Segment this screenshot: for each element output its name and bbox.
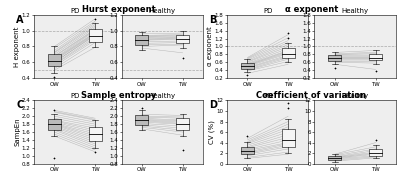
- Text: D: D: [209, 100, 217, 110]
- Y-axis label: SampEn: SampEn: [14, 118, 20, 146]
- Title: Healthy: Healthy: [342, 8, 369, 14]
- Bar: [89, 29, 102, 42]
- Bar: [135, 116, 148, 125]
- Bar: [89, 127, 102, 141]
- Title: Healthy: Healthy: [149, 8, 176, 14]
- Title: Healthy: Healthy: [342, 93, 369, 99]
- Text: A: A: [16, 15, 24, 25]
- Title: PD: PD: [70, 93, 80, 99]
- Bar: [48, 119, 61, 130]
- Bar: [369, 54, 382, 60]
- Bar: [135, 35, 148, 45]
- Text: B: B: [209, 15, 216, 25]
- Y-axis label: CV (%): CV (%): [209, 120, 215, 144]
- Bar: [48, 54, 61, 66]
- Bar: [282, 49, 295, 57]
- Bar: [328, 156, 341, 160]
- Text: C: C: [16, 100, 23, 110]
- Title: PD: PD: [263, 93, 272, 99]
- Text: Sample entropy: Sample entropy: [81, 91, 156, 100]
- Bar: [241, 63, 254, 69]
- Text: Coefficient of variation: Coefficient of variation: [256, 91, 366, 100]
- Y-axis label: α exponent: α exponent: [207, 27, 213, 66]
- Bar: [176, 118, 189, 130]
- Bar: [282, 129, 295, 147]
- Text: Hurst exponent: Hurst exponent: [82, 5, 155, 14]
- Text: α exponent: α exponent: [285, 5, 338, 14]
- Title: PD: PD: [70, 8, 80, 14]
- Bar: [328, 55, 341, 61]
- Bar: [369, 149, 382, 156]
- Bar: [241, 147, 254, 154]
- Y-axis label: H exponent: H exponent: [14, 26, 20, 67]
- Title: PD: PD: [263, 8, 272, 14]
- Bar: [176, 35, 189, 43]
- Title: Healthy: Healthy: [149, 93, 176, 99]
